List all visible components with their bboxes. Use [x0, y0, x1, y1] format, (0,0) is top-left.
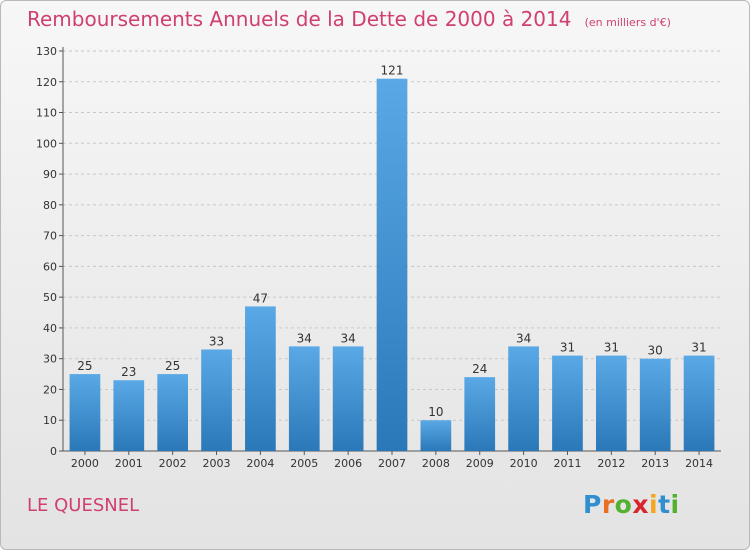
data-label: 25 — [165, 359, 180, 373]
data-label: 34 — [516, 331, 531, 345]
proxiti-logo: Proxiti — [583, 490, 680, 519]
y-tick-label: 80 — [43, 199, 57, 212]
x-tick-label: 2011 — [553, 457, 581, 470]
bar — [288, 346, 320, 451]
bar — [113, 380, 145, 451]
commune-name: LE QUESNEL — [27, 495, 140, 516]
data-label: 10 — [428, 405, 443, 419]
x-tick-label: 2000 — [71, 457, 99, 470]
y-tick-label: 50 — [43, 291, 57, 304]
data-label: 31 — [691, 341, 706, 355]
y-tick-label: 120 — [36, 76, 57, 89]
bar — [332, 346, 364, 451]
data-label: 24 — [472, 362, 487, 376]
x-tick-label: 2009 — [466, 457, 494, 470]
x-tick-label: 2005 — [290, 457, 318, 470]
data-label: 31 — [560, 341, 575, 355]
y-tick-label: 40 — [43, 322, 57, 335]
data-label: 34 — [297, 331, 312, 345]
bar — [201, 349, 232, 451]
bar — [464, 377, 496, 451]
data-label: 33 — [209, 334, 224, 348]
x-tick-label: 2002 — [159, 457, 187, 470]
y-tick-label: 130 — [36, 45, 57, 58]
x-tick-label: 2012 — [597, 457, 625, 470]
title-text: Remboursements Annuels de la Dette de 20… — [27, 7, 572, 31]
bar — [245, 306, 276, 451]
bar — [639, 358, 671, 451]
y-tick-label: 110 — [36, 107, 57, 120]
bar — [157, 374, 189, 451]
data-label: 25 — [77, 359, 92, 373]
title-unit: (en milliers d'€) — [584, 16, 671, 29]
y-tick-label: 90 — [43, 168, 57, 181]
x-tick-label: 2008 — [422, 457, 450, 470]
bar — [683, 355, 715, 451]
x-tick-label: 2014 — [685, 457, 713, 470]
chart-title: Remboursements Annuels de la Dette de 20… — [27, 7, 671, 31]
data-label: 121 — [381, 64, 404, 78]
data-label: 34 — [340, 331, 355, 345]
data-label: 30 — [648, 344, 663, 358]
x-tick-label: 2003 — [203, 457, 231, 470]
bar — [420, 420, 452, 451]
y-tick-label: 100 — [36, 137, 57, 150]
data-label: 23 — [121, 365, 136, 379]
x-tick-label: 2007 — [378, 457, 406, 470]
bar — [69, 374, 101, 451]
y-tick-label: 70 — [43, 230, 57, 243]
bar — [376, 78, 408, 451]
bar — [595, 355, 627, 451]
y-tick-label: 10 — [43, 414, 57, 427]
bar — [508, 346, 539, 451]
y-tick-label: 30 — [43, 353, 57, 366]
x-tick-label: 2013 — [641, 457, 669, 470]
x-tick-label: 2001 — [115, 457, 143, 470]
y-tick-label: 20 — [43, 383, 57, 396]
x-tick-label: 2010 — [510, 457, 538, 470]
y-tick-label: 60 — [43, 260, 57, 273]
bar — [552, 355, 583, 451]
y-tick-label: 0 — [50, 445, 57, 458]
data-label: 47 — [253, 291, 268, 305]
data-label: 31 — [604, 341, 619, 355]
x-tick-label: 2006 — [334, 457, 362, 470]
x-tick-label: 2004 — [246, 457, 274, 470]
